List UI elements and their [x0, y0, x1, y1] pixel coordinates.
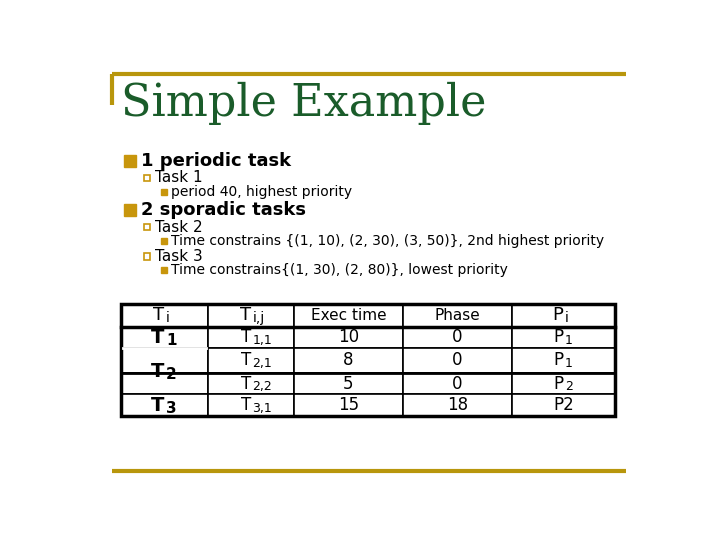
- Text: 0: 0: [452, 328, 462, 346]
- Text: Time constrains {(1, 10), (2, 30), (3, 50)}, 2nd highest priority: Time constrains {(1, 10), (2, 30), (3, 5…: [171, 234, 605, 248]
- Bar: [512, 303, 616, 327]
- Bar: [512, 394, 616, 416]
- Bar: [144, 175, 150, 181]
- Text: i,j: i,j: [252, 311, 264, 325]
- Text: 2,1: 2,1: [252, 357, 272, 370]
- Text: P: P: [554, 328, 564, 346]
- Text: i: i: [565, 311, 569, 325]
- Bar: [294, 394, 402, 416]
- Text: T: T: [151, 396, 164, 415]
- Text: T: T: [240, 306, 251, 324]
- Bar: [207, 373, 294, 394]
- Text: P: P: [554, 352, 564, 369]
- Text: T: T: [240, 328, 251, 346]
- Bar: [402, 303, 512, 327]
- Bar: [207, 303, 294, 327]
- Text: P: P: [554, 375, 564, 393]
- Bar: [294, 327, 402, 348]
- Bar: [121, 303, 207, 327]
- Bar: [512, 373, 616, 394]
- Bar: [207, 394, 294, 416]
- Bar: [121, 327, 207, 348]
- Text: 1,1: 1,1: [252, 334, 272, 347]
- Text: 15: 15: [338, 396, 359, 414]
- Text: 1: 1: [565, 334, 573, 347]
- Text: Task 3: Task 3: [155, 249, 203, 264]
- Text: T: T: [151, 362, 164, 381]
- Bar: [294, 303, 402, 327]
- Text: Time constrains{(1, 30), (2, 80)}, lowest priority: Time constrains{(1, 30), (2, 80)}, lowes…: [171, 264, 508, 278]
- Text: 3,1: 3,1: [252, 402, 272, 415]
- Bar: [294, 348, 402, 373]
- Bar: [294, 373, 402, 394]
- Text: 18: 18: [446, 396, 468, 414]
- Bar: [207, 327, 294, 348]
- Text: Task 1: Task 1: [155, 171, 203, 186]
- Text: 2,2: 2,2: [252, 380, 272, 393]
- Text: 2: 2: [565, 380, 573, 393]
- Bar: [402, 348, 512, 373]
- Text: 5: 5: [343, 375, 354, 393]
- Text: P2: P2: [553, 396, 574, 414]
- Text: 0: 0: [452, 352, 462, 369]
- Bar: [512, 327, 616, 348]
- Text: Task 2: Task 2: [155, 220, 203, 235]
- Text: 1 periodic task: 1 periodic task: [141, 152, 292, 170]
- Text: 2 sporadic tasks: 2 sporadic tasks: [141, 201, 306, 219]
- Text: T: T: [240, 375, 251, 393]
- Bar: [121, 394, 207, 416]
- Bar: [144, 224, 150, 231]
- Text: P: P: [553, 306, 564, 324]
- Text: 10: 10: [338, 328, 359, 346]
- Text: period 40, highest priority: period 40, highest priority: [171, 185, 353, 199]
- Bar: [207, 348, 294, 373]
- Text: 3: 3: [166, 401, 176, 416]
- Bar: [121, 303, 616, 416]
- Text: 8: 8: [343, 352, 354, 369]
- Bar: [402, 373, 512, 394]
- Text: Exec time: Exec time: [310, 308, 386, 322]
- Text: 1: 1: [565, 357, 573, 370]
- Text: 2: 2: [166, 367, 176, 382]
- Text: 1: 1: [166, 333, 176, 348]
- Bar: [121, 348, 207, 373]
- Text: 0: 0: [452, 375, 462, 393]
- Text: T: T: [240, 396, 251, 414]
- Text: i: i: [166, 311, 170, 325]
- Bar: [144, 253, 150, 260]
- Text: Phase: Phase: [434, 308, 480, 322]
- Text: T: T: [240, 352, 251, 369]
- Text: T: T: [153, 306, 164, 324]
- Bar: [512, 348, 616, 373]
- Bar: [121, 373, 207, 394]
- Text: Simple Example: Simple Example: [121, 82, 487, 125]
- Bar: [402, 394, 512, 416]
- Bar: [402, 327, 512, 348]
- Text: T: T: [151, 328, 164, 347]
